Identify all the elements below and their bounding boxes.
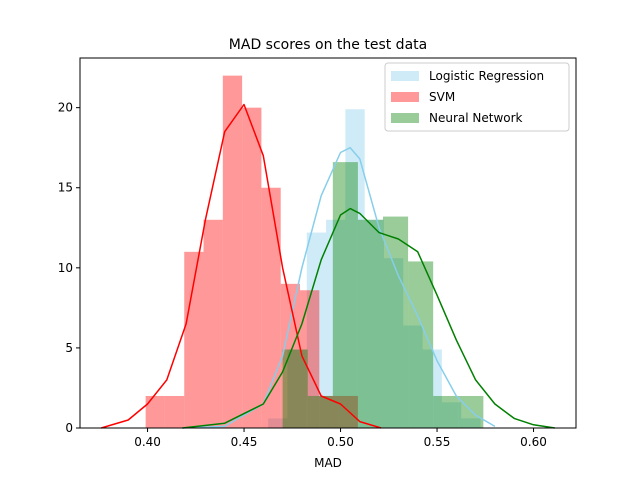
x-tick-label: 0.60 — [520, 435, 547, 449]
y-tick-label: 20 — [58, 101, 73, 115]
series-bars-1 — [145, 75, 358, 428]
histogram-bar — [222, 75, 243, 428]
chart-title: MAD scores on the test data — [229, 37, 427, 53]
histogram-bar — [433, 395, 459, 428]
y-tick-label: 15 — [58, 181, 73, 195]
histogram-bar — [261, 187, 281, 428]
plot-frame — [79, 57, 577, 429]
kde-curve-1 — [100, 103, 382, 429]
histogram-bar — [145, 395, 165, 428]
y-tick-label: 10 — [58, 261, 73, 275]
x-tick-label: 0.40 — [134, 435, 161, 449]
legend-swatch — [391, 113, 419, 123]
histogram-bar — [326, 219, 346, 428]
histogram-bar — [345, 109, 365, 429]
legend-label: Neural Network — [429, 111, 523, 125]
plot-area — [100, 75, 555, 429]
histogram-bar — [164, 395, 185, 428]
legend-swatch — [391, 71, 419, 81]
legend-frame — [384, 62, 570, 132]
histogram-bar — [441, 402, 462, 428]
histogram-bar — [383, 258, 404, 428]
x-axis-label: MAD — [314, 456, 342, 470]
histogram-bar — [357, 219, 384, 428]
y-tick-label: 5 — [65, 341, 73, 355]
histogram-bar — [307, 395, 333, 428]
legend: Logistic Regression SVM Neural Network — [384, 62, 570, 132]
histogram-bar — [184, 251, 204, 428]
histogram-bar — [280, 283, 301, 428]
histogram-bar — [364, 219, 384, 428]
kde-curve-0 — [182, 146, 496, 429]
histogram-bar — [332, 162, 358, 428]
x-tick-label: 0.50 — [327, 435, 354, 449]
histogram-bar — [242, 107, 262, 428]
histogram-bar — [319, 395, 339, 428]
series-bars-2 — [282, 162, 484, 428]
y-tick-label: 0 — [65, 421, 73, 435]
axes: 0.40 0.45 0.50 0.55 0.60 0 5 10 15 20 — [58, 101, 547, 449]
histogram-bar — [300, 290, 320, 428]
histogram-bar — [383, 216, 409, 428]
x-tick-label: 0.45 — [231, 435, 258, 449]
histogram-bar — [306, 232, 327, 428]
legend-swatch — [391, 92, 419, 102]
series-bars-0 — [268, 109, 481, 429]
histogram-bar — [422, 349, 442, 428]
kde-curve-2 — [182, 207, 555, 429]
legend-label: Logistic Regression — [429, 69, 544, 83]
histogram-bar — [408, 261, 434, 428]
histogram-bar — [287, 349, 307, 428]
legend-label: SVM — [429, 90, 455, 104]
histogram-bar — [268, 418, 288, 428]
histogram-bar — [203, 219, 223, 428]
histogram-bar — [403, 325, 423, 428]
histogram-bar — [461, 418, 481, 428]
x-tick-label: 0.55 — [424, 435, 451, 449]
